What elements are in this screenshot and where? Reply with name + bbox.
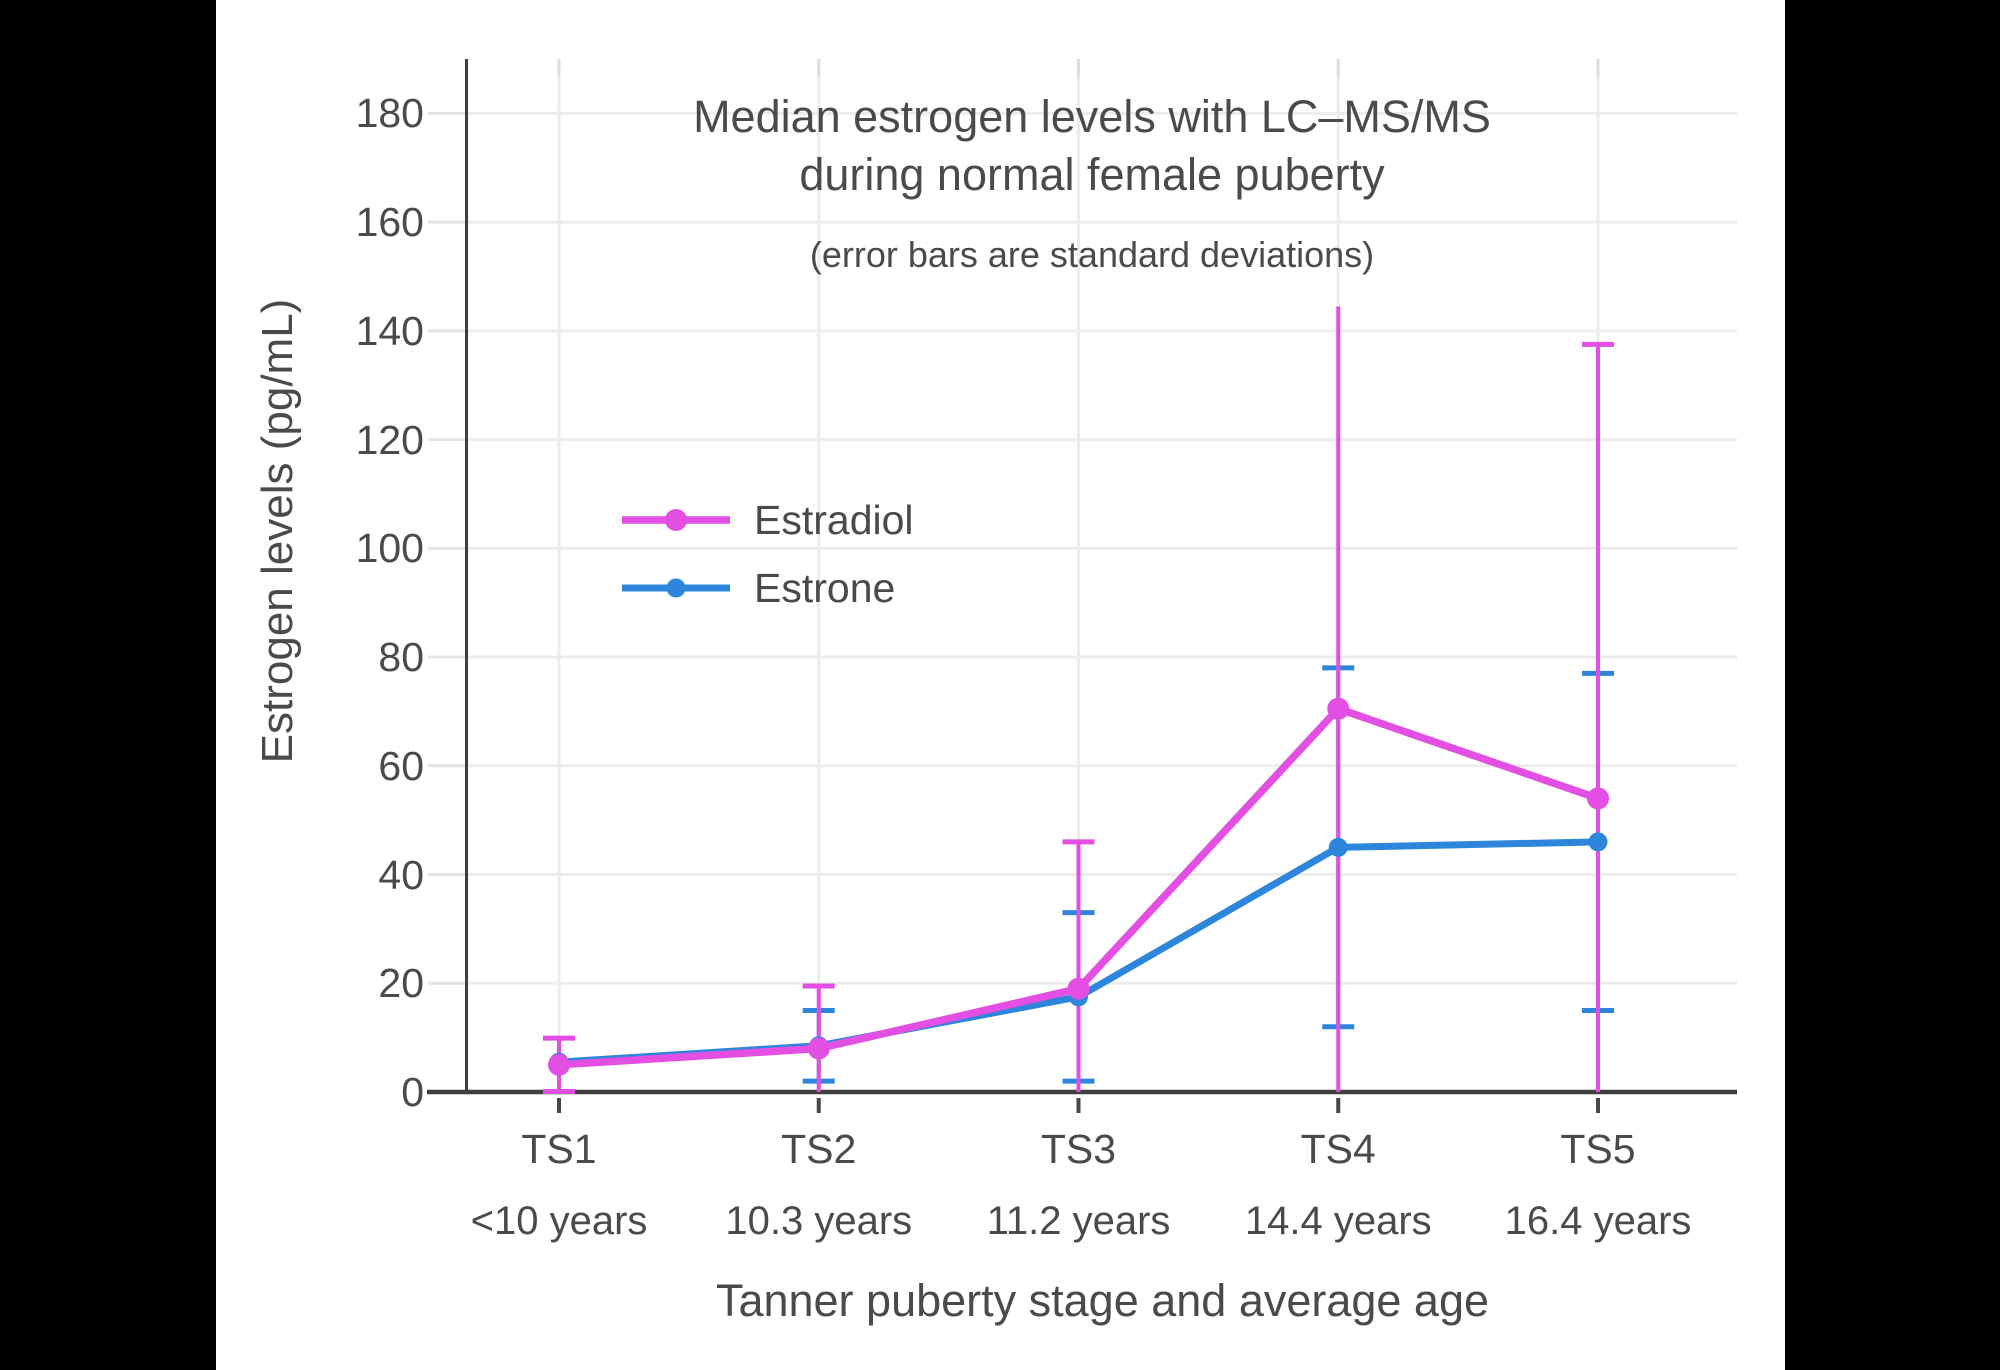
- y-tick-label: 120: [355, 416, 424, 463]
- estradiol-point-ts3[interactable]: [1067, 977, 1090, 1000]
- x-tick-label-age: 11.2 years: [986, 1199, 1171, 1243]
- estradiol-legend-marker: [665, 509, 687, 531]
- estradiol-point-ts2[interactable]: [807, 1037, 830, 1060]
- estrone-legend-marker: [666, 578, 686, 598]
- legend-label-estrone: Estrone: [754, 564, 896, 611]
- chart-title-line2: during normal female puberty: [799, 149, 1385, 200]
- x-tick-label-age: 16.4 years: [1504, 1199, 1692, 1243]
- x-tick-label-age: 14.4 years: [1244, 1199, 1432, 1243]
- x-tick-label-stage: TS4: [1300, 1126, 1376, 1172]
- y-tick-label: 140: [355, 307, 424, 354]
- legend-item-estradiol[interactable]: Estradiol: [620, 490, 914, 550]
- x-axis-title: Tanner puberty stage and average age: [715, 1275, 1490, 1326]
- y-tick-label: 60: [378, 742, 424, 789]
- x-tick-label-stage: TS2: [781, 1126, 857, 1172]
- y-tick-label: 180: [355, 90, 424, 137]
- x-tick-label-stage: TS5: [1560, 1126, 1636, 1172]
- legend-label-estradiol: Estradiol: [754, 496, 914, 543]
- estrone-point-ts4[interactable]: [1328, 837, 1348, 857]
- y-tick-label: 160: [355, 199, 424, 246]
- x-tick-label-stage: TS1: [521, 1126, 597, 1172]
- x-tick-label-age: 10.3 years: [725, 1199, 913, 1243]
- y-tick-label: 20: [378, 960, 424, 1007]
- legend-item-estrone[interactable]: Estrone: [620, 558, 895, 618]
- chart-subtitle: (error bars are standard deviations): [809, 234, 1375, 275]
- estradiol-point-ts5[interactable]: [1587, 787, 1609, 810]
- estradiol-legend-glyph: [622, 509, 730, 531]
- estradiol-point-ts4[interactable]: [1327, 697, 1350, 720]
- chart-panel: [216, 0, 1785, 1370]
- chart-title-line1: Median estrogen levels with LC–MS/MS: [693, 91, 1491, 142]
- x-tick-label-stage: TS3: [1040, 1126, 1117, 1172]
- y-tick-label: 100: [355, 525, 424, 572]
- x-tick-label-age: <10 years: [470, 1199, 648, 1243]
- estrone-point-ts5[interactable]: [1588, 832, 1608, 852]
- estrone-legend-glyph: [622, 578, 730, 598]
- estradiol-point-ts1[interactable]: [548, 1053, 570, 1076]
- y-tick-label: 40: [378, 851, 424, 898]
- y-tick-label: 80: [378, 634, 424, 681]
- y-tick-label: 0: [401, 1069, 424, 1115]
